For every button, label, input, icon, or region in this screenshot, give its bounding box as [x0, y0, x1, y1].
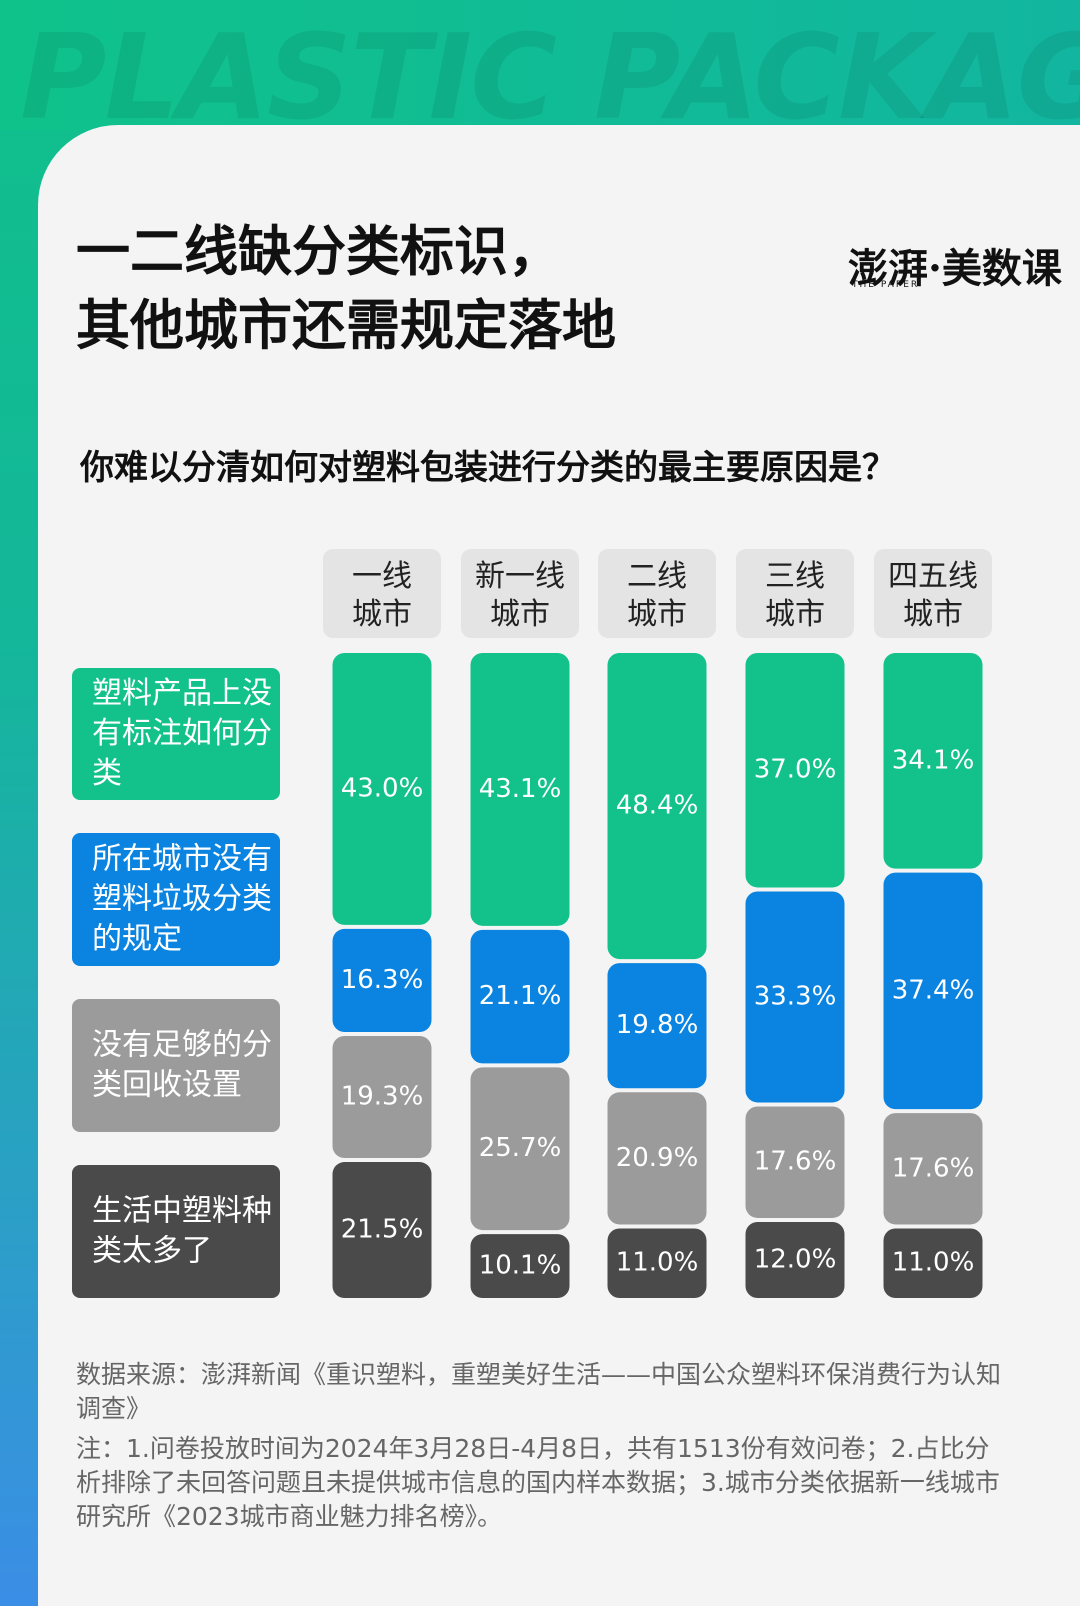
background-text: PLASTIC PACKAGES — [20, 8, 1080, 146]
column-header-box — [323, 549, 441, 638]
legend-label: 没有足够的分类回收设置 — [92, 1027, 272, 1102]
legend-label: 所在城市没有塑料垃圾分类的规定 — [92, 841, 272, 956]
bar-segment — [470, 1234, 570, 1298]
column-header-box — [461, 549, 579, 638]
bar-segment — [332, 1162, 432, 1298]
column-header-line: 三线 — [765, 559, 825, 594]
column-header-box — [598, 549, 716, 638]
legend-line: 塑料产品上没 — [92, 676, 272, 711]
column-header-box — [874, 549, 992, 638]
legend-line: 类太多了 — [92, 1233, 212, 1268]
value-label: 43.0% — [341, 773, 424, 803]
bar-segment — [745, 653, 845, 888]
legend-line: 生活中塑料种 — [92, 1193, 272, 1228]
legend-line: 类回收设置 — [92, 1067, 242, 1102]
value-label: 17.6% — [892, 1153, 975, 1183]
value-label: 48.4% — [616, 791, 699, 821]
legend-box — [72, 1165, 280, 1298]
bar-segment — [607, 1228, 707, 1298]
bar-segment — [745, 1221, 845, 1298]
value-label: 12.0% — [754, 1244, 837, 1274]
legend-line: 有标注如何分 — [92, 716, 272, 751]
value-label: 10.1% — [479, 1251, 562, 1281]
column-header: 二线城市 — [627, 559, 687, 632]
bar-segment — [607, 1092, 707, 1225]
value-label: 17.6% — [754, 1147, 837, 1177]
value-label: 37.0% — [754, 755, 837, 785]
value-label: 20.9% — [616, 1143, 699, 1173]
column-header-box — [736, 549, 854, 638]
legend-label: 生活中塑料种类太多了 — [92, 1193, 272, 1268]
column-header: 新一线城市 — [475, 559, 565, 632]
bar-segment — [470, 653, 570, 926]
legend-box — [72, 833, 280, 966]
bar-segment — [607, 653, 707, 960]
column-header-line: 新一线 — [475, 559, 565, 594]
source: 数据来源：澎湃新闻《重识塑料，重塑美好生活——中国公众塑料环保消费行为认知调查》 — [76, 1360, 1002, 1423]
column-header: 三线城市 — [765, 559, 825, 632]
logo-sub: THE PAPER — [852, 280, 920, 290]
column-header-line: 城市 — [490, 597, 550, 632]
value-label: 43.1% — [479, 774, 562, 804]
column-header-line: 城市 — [627, 597, 687, 632]
bar-segment — [883, 1113, 983, 1225]
column-header-line: 二线 — [627, 559, 687, 594]
value-label: 19.3% — [341, 1082, 424, 1112]
value-label: 25.7% — [479, 1133, 562, 1163]
column-header-line: 城市 — [765, 597, 825, 632]
column-header-line: 城市 — [903, 597, 963, 632]
legend-box — [72, 668, 280, 800]
bar-segment — [332, 1035, 432, 1159]
legend-line: 所在城市没有 — [92, 841, 272, 876]
logo: 澎湃·美数课 — [848, 245, 1062, 292]
value-label: 34.1% — [892, 745, 975, 775]
title: 一二线缺分类标识， 其他城市还需规定落地 — [76, 220, 616, 357]
footer: 数据来源：澎湃新闻《重识塑料，重塑美好生活——中国公众塑料环保消费行为认知调查》… — [76, 1358, 1006, 1540]
value-label: 33.3% — [754, 981, 837, 1011]
bar-segment — [470, 929, 570, 1064]
bar-segment — [332, 928, 432, 1032]
bar-segment — [883, 653, 983, 869]
column-header-line: 城市 — [352, 597, 412, 632]
legend-label: 塑料产品上没有标注如何分类 — [92, 676, 272, 791]
value-label: 37.4% — [892, 975, 975, 1005]
column-header-line: 一线 — [352, 559, 412, 594]
bar-segment — [745, 1106, 845, 1218]
header-band — [0, 0, 1080, 130]
column-header: 四五线城市 — [888, 559, 978, 632]
column-header: 一线城市 — [352, 559, 412, 632]
note: 注：1.问卷投放时间为2024年3月28日-4月8日，共有1513份有效问卷；2… — [76, 1434, 1000, 1531]
value-label: 21.1% — [479, 981, 562, 1011]
bar-segment — [607, 963, 707, 1089]
column-header-line: 四五线 — [888, 559, 978, 594]
value-label: 19.8% — [616, 1010, 699, 1040]
value-label: 11.0% — [892, 1248, 975, 1278]
bar-segment — [883, 872, 983, 1110]
bar-segment — [883, 1228, 983, 1298]
legend-box — [72, 999, 280, 1132]
legend-line: 类 — [92, 756, 122, 791]
bar-segment — [745, 891, 845, 1103]
value-label: 16.3% — [341, 965, 424, 995]
legend-line: 塑料垃圾分类 — [92, 881, 272, 916]
bar-segment — [470, 1067, 570, 1231]
subtitle: 你难以分清如何对塑料包装进行分类的最主要原因是？ — [80, 448, 896, 488]
legend-line: 的规定 — [92, 921, 182, 956]
legend-line: 没有足够的分 — [92, 1027, 272, 1062]
value-label: 21.5% — [341, 1215, 424, 1245]
bar-segment — [332, 653, 432, 925]
value-label: 11.0% — [616, 1248, 699, 1278]
